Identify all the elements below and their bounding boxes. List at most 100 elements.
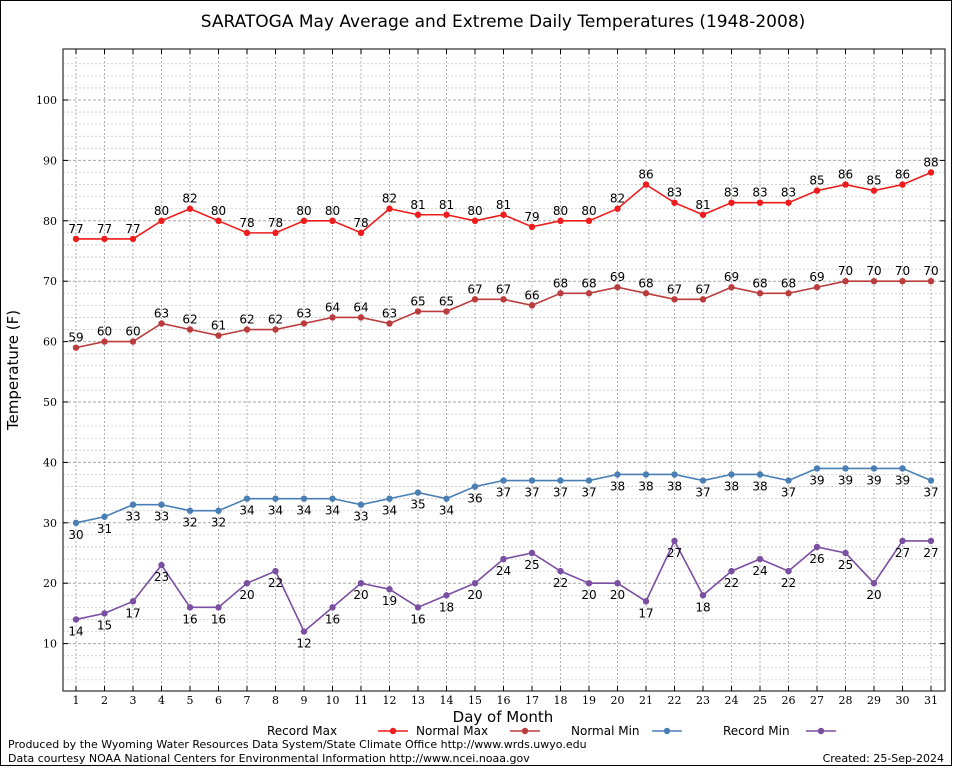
normal-max-point — [842, 278, 849, 285]
normal-max-data-label: 61 — [211, 319, 226, 333]
normal-min-data-label: 38 — [667, 479, 682, 493]
x-tick-label: 16 — [497, 694, 511, 707]
normal-max-point — [813, 284, 821, 291]
normal-min-point — [101, 513, 108, 520]
record-min-point — [186, 604, 194, 611]
record-min-point — [272, 567, 279, 575]
normal-max-point — [300, 320, 308, 327]
normal-max-data-label: 70 — [866, 264, 881, 278]
record-max-data-label: 81 — [410, 198, 425, 212]
record-max-point — [329, 217, 336, 224]
record-max-data-label: 81 — [695, 198, 710, 212]
normal-max-data-label: 60 — [97, 325, 112, 339]
normal-max-data-label: 59 — [68, 331, 83, 345]
normal-max-data-label: 68 — [581, 276, 596, 290]
record-max-data-label: 82 — [610, 192, 625, 206]
record-max-point — [101, 235, 108, 243]
normal-max-data-label: 60 — [125, 325, 140, 339]
record-min-point — [870, 580, 878, 587]
record-max-data-label: 85 — [866, 174, 881, 188]
record-max-data-label: 80 — [154, 204, 169, 218]
normal-min-point — [699, 477, 707, 484]
record-min-data-label: 27 — [895, 546, 910, 560]
record-min-series: 14 15 17 23 16 16 20 22 12 16 20 19 16 18 20 24 25 22 20 20… — [68, 537, 939, 651]
record-min-point — [215, 604, 222, 611]
record-min-point — [642, 598, 650, 605]
normal-min-data-label: 38 — [638, 479, 653, 493]
normal-min-point — [443, 495, 450, 502]
record-max-data-label: 78 — [239, 216, 254, 230]
normal-min-data-label: 31 — [97, 522, 112, 536]
x-tick-label: 1 — [73, 694, 80, 707]
normal-max-data-label: 62 — [268, 313, 283, 327]
record-max-point — [557, 217, 564, 224]
record-max-point — [129, 235, 137, 243]
record-min-point — [899, 537, 906, 545]
record-min-data-label: 20 — [353, 588, 368, 602]
normal-min-point — [158, 501, 165, 508]
record-max-data-label: 78 — [353, 216, 368, 230]
series-layer: 77 77 77 80 82 80 78 78 80 80 78 82 81 81 80 81 79 80 80 82… — [68, 155, 938, 650]
record-min-data-label: 20 — [610, 588, 625, 602]
legend-label-normal-min: Normal Min — [571, 724, 640, 738]
record-max-data-label: 80 — [467, 204, 482, 218]
normal-min-point — [813, 465, 821, 472]
y-tick-label: 80 — [43, 215, 57, 228]
record-max-point — [870, 187, 878, 194]
record-min-point — [927, 537, 935, 545]
normal-min-point — [500, 477, 507, 484]
record-max-data-label: 83 — [781, 186, 796, 200]
record-min-data-label: 18 — [439, 600, 454, 614]
normal-max-point — [414, 308, 422, 315]
normal-min-data-label: 32 — [211, 516, 226, 530]
normal-min-point — [557, 477, 564, 484]
normal-max-data-label: 68 — [781, 276, 796, 290]
x-axis-ticks: 1 2 3 4 5 6 7 8 9 10 11 12 13 14 15 16 17 18 19 20 21 22 23 24 2… — [73, 49, 938, 707]
x-tick-label: 18 — [554, 694, 568, 707]
normal-max-point — [699, 296, 707, 303]
normal-min-data-label: 37 — [695, 486, 710, 500]
record-max-data-label: 82 — [182, 192, 197, 206]
x-tick-label: 10 — [326, 694, 340, 707]
record-max-data-label: 80 — [296, 204, 311, 218]
record-max-point — [785, 199, 792, 206]
record-min-point — [158, 561, 165, 569]
normal-min-data-label: 34 — [439, 504, 454, 518]
record-max-point — [756, 199, 764, 206]
record-min-data-label: 22 — [268, 576, 283, 590]
record-min-point — [756, 555, 764, 563]
normal-max-data-label: 68 — [752, 276, 767, 290]
record-max-data-label: 80 — [553, 204, 568, 218]
normal-max-point — [870, 278, 878, 285]
y-tick-label: 10 — [43, 638, 57, 651]
normal-min-data-label: 37 — [781, 486, 796, 500]
x-tick-label: 8 — [272, 694, 279, 707]
normal-max-point — [386, 320, 393, 327]
normal-max-data-label: 69 — [724, 270, 739, 284]
normal-min-data-label: 37 — [496, 486, 511, 500]
record-min-data-label: 22 — [724, 576, 739, 590]
record-max-data-label: 77 — [97, 222, 112, 236]
y-tick-label: 90 — [43, 154, 57, 167]
normal-max-data-label: 64 — [325, 300, 340, 314]
x-tick-label: 29 — [867, 694, 881, 707]
normal-min-data-label: 32 — [182, 516, 197, 530]
record-min-data-label: 17 — [125, 606, 140, 620]
normal-max-point — [443, 308, 450, 315]
record-max-data-label: 77 — [68, 222, 83, 236]
record-max-point — [899, 181, 906, 188]
record-min-data-label: 24 — [496, 564, 511, 578]
normal-max-point — [785, 290, 792, 297]
record-max-data-label: 82 — [382, 192, 397, 206]
normal-min-data-label: 37 — [524, 486, 539, 500]
y-axis-label: Temperature (F) — [4, 310, 22, 431]
normal-max-data-label: 69 — [610, 270, 625, 284]
normal-max-data-label: 65 — [439, 294, 454, 308]
normal-max-point — [585, 290, 593, 297]
legend-label-normal-max: Normal Max — [416, 724, 488, 738]
record-max-point — [72, 235, 80, 243]
record-min-point — [728, 567, 735, 575]
normal-min-point — [728, 471, 735, 478]
legend: Record Max Normal Max Normal Min Record Min — [267, 724, 836, 738]
